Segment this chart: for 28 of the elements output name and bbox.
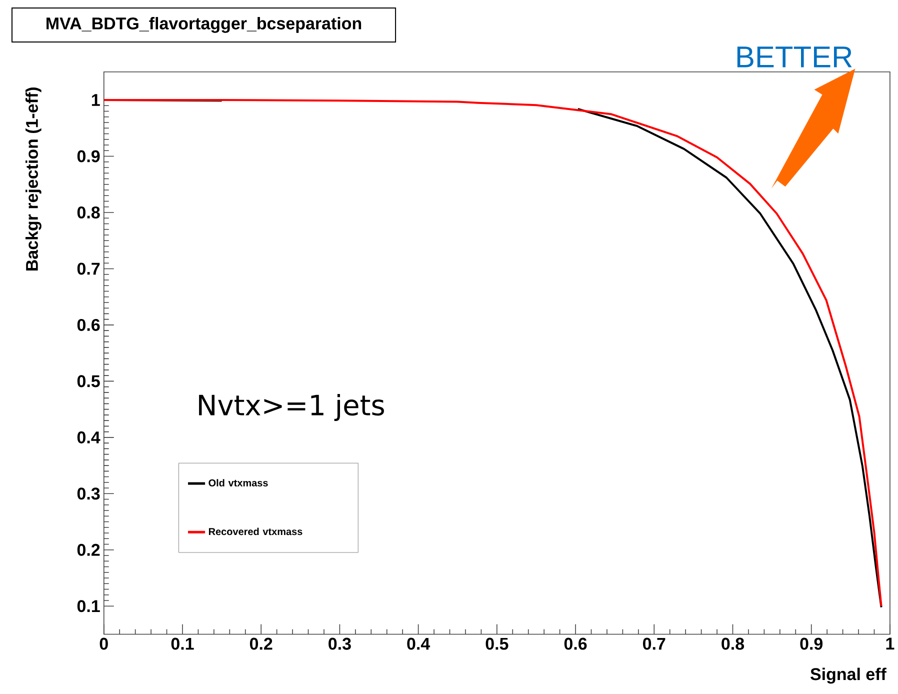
y-tick-label: 0.2 bbox=[77, 544, 100, 556]
x-tick-label: 0.5 bbox=[486, 638, 508, 650]
text: BETTER bbox=[737, 46, 852, 68]
y-tick-label: 0.6 bbox=[77, 318, 100, 331]
x-tick-label: 0 bbox=[100, 638, 108, 650]
x-tick-label: 0.7 bbox=[643, 638, 666, 650]
y-tick-label: 0.3 bbox=[77, 488, 100, 500]
y-tick-label: 1 bbox=[92, 94, 100, 106]
legend-label: Recovered vtxmass bbox=[208, 528, 302, 536]
x-tick-label: 0.2 bbox=[250, 638, 272, 650]
legend-label: Old vtxmass bbox=[208, 479, 268, 486]
x-tick-label: 0.8 bbox=[722, 638, 744, 650]
x-tick-label: 1 bbox=[886, 638, 894, 650]
x-tick-label: 0.3 bbox=[328, 638, 351, 650]
x-tick-label: 0.4 bbox=[407, 638, 430, 650]
y-axis-title: Backgr rejection (1-eff) bbox=[26, 87, 42, 270]
annotation: Nvtx>=1 jets bbox=[199, 394, 384, 421]
y-tick-label: 0.5 bbox=[77, 375, 100, 388]
x-tick-label: 0.9 bbox=[800, 638, 823, 650]
x-tick-label: 0.1 bbox=[171, 638, 194, 650]
y-tick-label: 0.1 bbox=[77, 600, 100, 612]
y-tick-label: 0.9 bbox=[77, 150, 100, 162]
y-tick-label: 0.4 bbox=[77, 431, 100, 444]
x-axis-title: Signal eff bbox=[810, 668, 886, 684]
chart-title: MVA_BDTG_flavortagger_bcseparation bbox=[46, 16, 362, 33]
y-tick-label: 0.7 bbox=[77, 262, 100, 275]
y-tick-label: 0.8 bbox=[77, 206, 100, 218]
x-tick-label: 0.6 bbox=[564, 638, 587, 650]
